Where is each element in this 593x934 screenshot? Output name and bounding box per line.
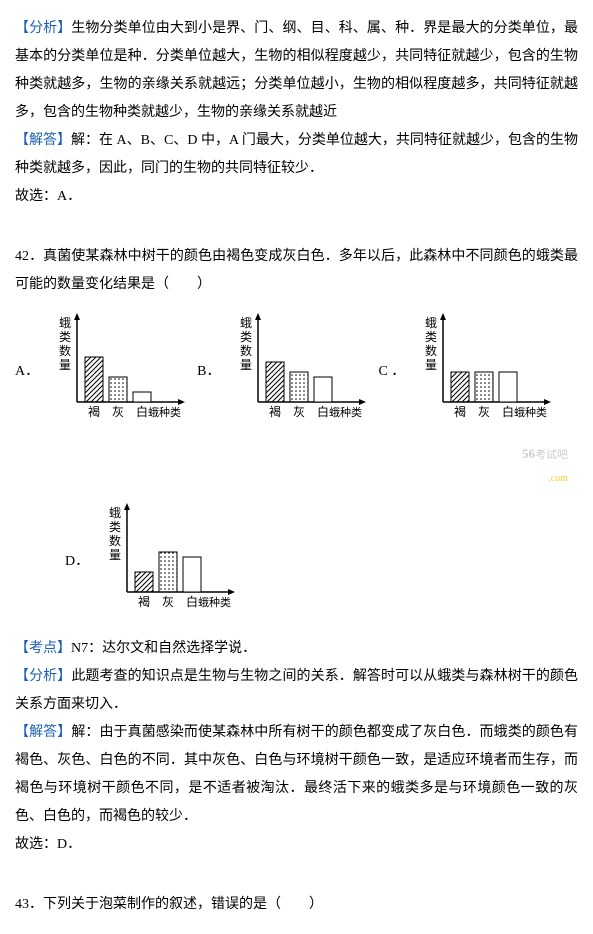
svg-text:数: 数	[59, 343, 71, 358]
svg-text:蛾: 蛾	[59, 316, 71, 330]
q42-num: 42．	[15, 249, 43, 264]
tag-jieda-2: 【解答】	[15, 725, 71, 740]
svg-text:量: 量	[109, 548, 121, 562]
opt-b-label: B．	[197, 358, 220, 386]
svg-text:类: 类	[59, 330, 71, 344]
bar	[266, 362, 284, 402]
bar	[475, 372, 493, 402]
q42-guxuan: 故选：D．	[15, 831, 578, 859]
svg-text:褐: 褐	[269, 404, 281, 419]
q43-stem: 43．下列关于泡菜制作的叙述，错误的是（ ）	[15, 891, 578, 919]
chart-svg: 蛾类数量褐灰白蛾种类	[49, 309, 189, 424]
watermark-text: 考试吧	[535, 449, 568, 461]
opt-a-label: A．	[15, 358, 39, 386]
q42-options-row2: D． 蛾类数量褐灰白蛾种类	[65, 499, 578, 625]
tag-fenxi: 【分析】	[15, 21, 71, 36]
q42-kaodian: 【考点】N7：达尔文和自然选择学说．	[15, 635, 578, 663]
svg-text:蛾种类: 蛾种类	[514, 405, 547, 419]
svg-text:蛾: 蛾	[240, 316, 252, 330]
chart-a: 蛾类数量褐灰白蛾种类	[49, 309, 189, 435]
svg-text:量: 量	[240, 358, 252, 372]
watermark-num: 56	[522, 446, 535, 461]
svg-text:白: 白	[502, 404, 514, 419]
svg-text:类: 类	[240, 330, 252, 344]
q42-jieda: 【解答】解：由于真菌感染而使某森林中所有树干的颜色都变成了灰白色．而蛾类的颜色有…	[15, 719, 578, 831]
chart-svg: 蛾类数量褐灰白蛾种类	[230, 309, 370, 424]
q43-num: 43．	[15, 897, 43, 912]
tag-fenxi-2: 【分析】	[15, 669, 71, 684]
q42-stem: 42．真菌使某森林中树干的颜色由褐色变成灰白色．多年以后，此森林中不同颜色的蛾类…	[15, 243, 578, 299]
svg-text:蛾种类: 蛾种类	[198, 595, 231, 609]
svg-text:量: 量	[59, 358, 71, 372]
opt-c-label: C ．	[378, 358, 405, 386]
svg-text:白: 白	[186, 594, 198, 609]
svg-text:灰: 灰	[112, 405, 124, 419]
bar	[499, 372, 517, 402]
chart-c: 蛾类数量褐灰白蛾种类	[415, 309, 555, 435]
svg-text:白: 白	[317, 404, 329, 419]
watermark: 56考试吧 .com	[15, 441, 568, 489]
svg-text:类: 类	[425, 330, 437, 344]
tag-kaodian: 【考点】	[15, 641, 71, 656]
svg-text:数: 数	[240, 343, 252, 358]
q41-fenxi-text: 生物分类单位由大到小是界、门、纲、目、科、属、种．界是最大的分类单位，最基本的分…	[15, 21, 578, 120]
bar	[135, 572, 153, 592]
svg-text:褐: 褐	[88, 404, 100, 419]
svg-text:蛾种类: 蛾种类	[148, 405, 181, 419]
tag-jieda: 【解答】	[15, 133, 71, 148]
bar	[159, 552, 177, 592]
svg-text:灰: 灰	[293, 405, 305, 419]
bar	[290, 372, 308, 402]
watermark-dom: .com	[548, 473, 568, 484]
chart-svg: 蛾类数量褐灰白蛾种类	[415, 309, 555, 424]
chart-d: 蛾类数量褐灰白蛾种类	[99, 499, 239, 625]
chart-svg: 蛾类数量褐灰白蛾种类	[99, 499, 239, 614]
svg-text:数: 数	[425, 343, 437, 358]
bar	[314, 377, 332, 402]
svg-text:灰: 灰	[162, 595, 174, 609]
bar	[183, 557, 201, 592]
q42-stem-text: 真菌使某森林中树干的颜色由褐色变成灰白色．多年以后，此森林中不同颜色的蛾类最可能…	[15, 249, 578, 292]
bar	[109, 377, 127, 402]
svg-text:量: 量	[425, 358, 437, 372]
q41-fenxi: 【分析】生物分类单位由大到小是界、门、纲、目、科、属、种．界是最大的分类单位，最…	[15, 15, 578, 127]
svg-text:数: 数	[109, 533, 121, 548]
svg-text:白: 白	[136, 404, 148, 419]
q42-kaodian-text: N7：达尔文和自然选择学说．	[71, 641, 256, 656]
svg-text:类: 类	[109, 520, 121, 534]
q42-fenxi-text: 此题考查的知识点是生物与生物之间的关系．解答时可以从蛾类与森林树干的颜色关系方面…	[15, 669, 578, 712]
svg-text:蛾种类: 蛾种类	[329, 405, 362, 419]
svg-text:褐: 褐	[138, 594, 150, 609]
svg-text:蛾: 蛾	[109, 506, 121, 520]
q43-stem-text: 下列关于泡菜制作的叙述，错误的是（ ）	[43, 897, 323, 912]
bar	[451, 372, 469, 402]
chart-b: 蛾类数量褐灰白蛾种类	[230, 309, 370, 435]
q42-jieda-text: 解：由于真菌感染而使某森林中所有树干的颜色都变成了灰白色．而蛾类的颜色有褐色、灰…	[15, 725, 578, 824]
q41-jieda: 【解答】解：在 A、B、C、D 中，A 门最大，分类单位越大，共同特征就越少，包…	[15, 127, 578, 183]
q41-jieda-text: 解：在 A、B、C、D 中，A 门最大，分类单位越大，共同特征就越少，包含的生物…	[15, 133, 578, 176]
opt-d-label: D．	[65, 548, 89, 576]
bar	[85, 357, 103, 402]
q42-options-row1: A． 蛾类数量褐灰白蛾种类 B． 蛾类数量褐灰白蛾种类 C ． 蛾类数量褐灰白蛾…	[15, 309, 578, 435]
svg-text:褐: 褐	[454, 404, 466, 419]
svg-text:蛾: 蛾	[425, 316, 437, 330]
svg-text:灰: 灰	[478, 405, 490, 419]
q42-fenxi: 【分析】此题考查的知识点是生物与生物之间的关系．解答时可以从蛾类与森林树干的颜色…	[15, 663, 578, 719]
q41-guxuan: 故选：A．	[15, 183, 578, 211]
bar	[133, 392, 151, 402]
